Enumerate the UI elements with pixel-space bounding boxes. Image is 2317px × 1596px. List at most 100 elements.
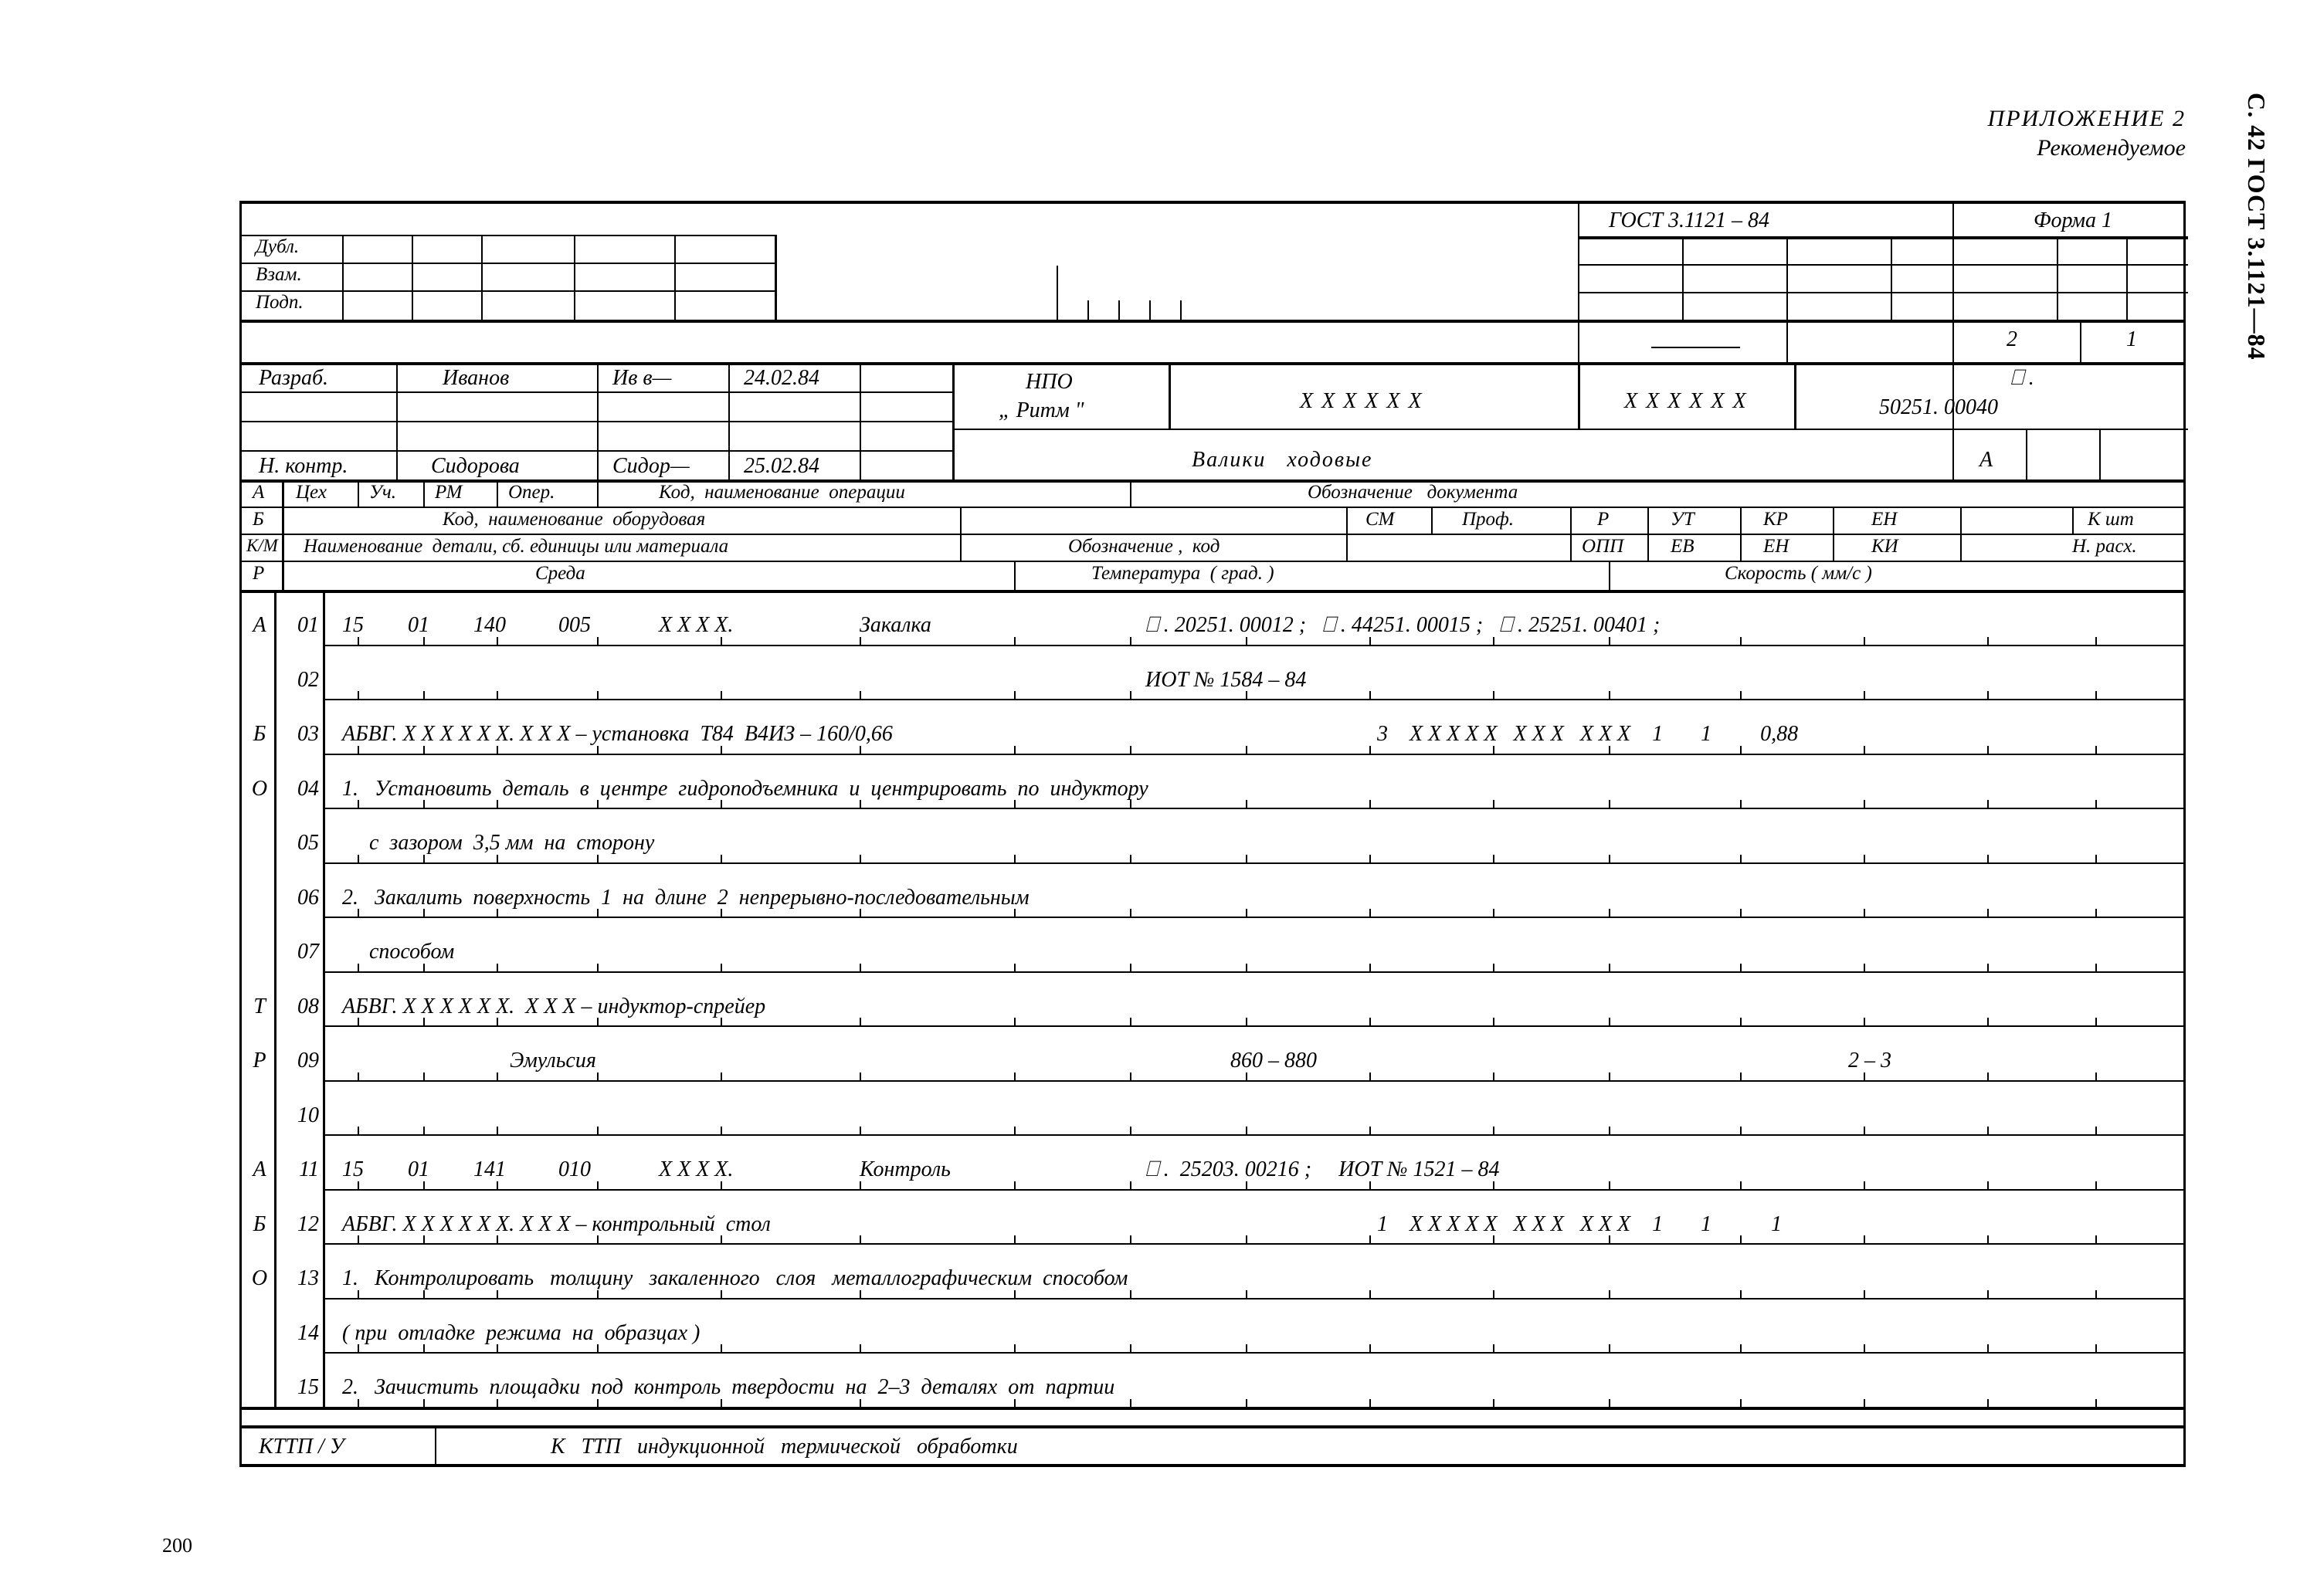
row-ticks	[242, 691, 2183, 699]
hdr-rm: РМ	[435, 482, 462, 503]
razrab-date: 24.02.84	[744, 366, 819, 391]
row-underline	[323, 1025, 2183, 1027]
nkontr-name: Сидорова	[431, 454, 520, 479]
row-text: 2. Зачистить площадки под контроль тверд…	[342, 1375, 1114, 1400]
sheet-total: 2	[2007, 327, 2017, 352]
vzam-label: Взам.	[256, 264, 302, 286]
row-right: ИОТ № 1584 – 84	[1145, 668, 1306, 693]
row-A: А	[253, 482, 264, 503]
row-letter: О	[248, 777, 271, 801]
row-text: АБВГ. X X X X X X. X X X – установка Т84…	[342, 722, 893, 747]
row-ticks	[242, 1235, 2183, 1243]
row-ticks	[242, 1127, 2183, 1134]
cell: Контроль	[860, 1157, 951, 1182]
row-letter: Б	[248, 1212, 271, 1237]
part-name: Валики ходовые	[1192, 448, 1372, 473]
row-ticks	[242, 855, 2183, 862]
hdr-opp: ОПП	[1582, 536, 1623, 557]
row-tail: 1 X X X X X X X X X X X 1 1 1	[1377, 1212, 1782, 1237]
row-R: Р	[253, 563, 264, 585]
row-number: 05	[276, 831, 319, 856]
page-number: 200	[162, 1534, 192, 1557]
row-letter: Р	[248, 1049, 271, 1073]
row-number: 03	[276, 722, 319, 747]
row-number: 02	[276, 668, 319, 693]
form-frame: ГОСТ 3.1121 – 84 Форма 1 Дубл. Взам. Под…	[239, 201, 2186, 1467]
row-underline	[323, 699, 2183, 700]
sheet-number: 1	[2126, 327, 2137, 352]
footer-left: КТТП / У	[259, 1435, 344, 1459]
lit: А	[1979, 448, 1993, 473]
row-number: 01	[276, 613, 319, 638]
cell: 01	[408, 613, 429, 638]
row-underline	[323, 1352, 2183, 1354]
row-KM: К/М	[246, 536, 278, 556]
row-letter: Б	[248, 722, 271, 747]
hdr-prof: Проф.	[1462, 509, 1514, 530]
row-text: способом	[342, 940, 454, 964]
row-ticks	[242, 1181, 2183, 1189]
row-tail: 3 X X X X X X X X X X X 1 1 0,88	[1377, 722, 1798, 747]
hdr-obdoc: Обозначение документа	[1308, 482, 1518, 503]
footer-text: К ТТП индукционной термической обработки	[551, 1435, 1018, 1459]
row-letter: А	[248, 1157, 271, 1182]
row-text: АБВГ. X X X X X X. X X X – контрольный с…	[342, 1212, 771, 1237]
cell: 141	[473, 1157, 506, 1182]
hdr-en2: ЕН	[1763, 536, 1789, 557]
page: С. 42 ГОСТ 3.1121—84 ПРИЛОЖЕНИЕ 2 Рекоме…	[0, 0, 2317, 1596]
form-number: Форма 1	[2034, 208, 2112, 233]
hdr-sreda: Среда	[535, 563, 585, 585]
cell: 15	[342, 613, 364, 638]
hdr-detname: Наименование детали, сб. единицы или мат…	[304, 536, 728, 557]
hdr-obname: Код, наименование оборудовая	[443, 509, 705, 530]
doc-no: 50251. 00040	[1879, 395, 1998, 420]
hdr-ev: ЕВ	[1671, 536, 1694, 557]
hdr-oper: Опер.	[508, 482, 555, 503]
row-B: Б	[253, 509, 264, 530]
code2: X X X X X X	[1624, 389, 1748, 414]
row-ticks	[242, 964, 2183, 971]
cell: X X X X.	[659, 613, 733, 638]
row-ticks	[242, 1290, 2183, 1298]
cell: 005	[558, 613, 591, 638]
hdr-nras: Н. расх.	[2072, 536, 2137, 557]
row-letter: Т	[248, 995, 271, 1019]
hdr-kr: КР	[1763, 509, 1788, 530]
row-number: 04	[276, 777, 319, 801]
gost-number: ГОСТ 3.1121 – 84	[1609, 208, 1769, 233]
hdr-ksh: К шт	[2088, 509, 2134, 530]
row-number: 15	[276, 1375, 319, 1400]
cell: Закалка	[860, 613, 931, 638]
code1: X X X X X X	[1300, 389, 1423, 414]
row-ticks	[242, 746, 2183, 754]
cell: X X X X.	[659, 1157, 733, 1182]
row-right: ⎕ . 20251. 00012 ; ⎕ . 44251. 00015 ; ⎕ …	[1145, 613, 1660, 638]
row-underline	[323, 1298, 2183, 1300]
row-right: ⎕ . 25203. 00216 ; ИОТ № 1521 – 84	[1145, 1157, 1500, 1182]
row-underline	[323, 754, 2183, 755]
row-ticks	[242, 1072, 2183, 1080]
row-ticks	[242, 1018, 2183, 1025]
row-number: 06	[276, 886, 319, 910]
row-number: 09	[276, 1049, 319, 1073]
nkontr-label: Н. контр.	[259, 454, 348, 479]
row-underline	[323, 971, 2183, 973]
razrab-name: Иванов	[443, 366, 509, 391]
hdr-ut: УТ	[1671, 509, 1694, 530]
hdr-temp: Температура ( град. )	[1091, 563, 1274, 585]
hdr-uch: Уч.	[369, 482, 396, 503]
row-underline	[323, 645, 2183, 646]
row-underline	[323, 1080, 2183, 1082]
dubl-label: Дубл.	[256, 236, 299, 258]
razrab-sig: Ив в—	[612, 366, 671, 391]
row-underline	[323, 808, 2183, 809]
row-ticks	[242, 909, 2183, 917]
row-ticks	[242, 1344, 2183, 1352]
nkontr-date: 25.02.84	[744, 454, 819, 479]
podp-label: Подп.	[256, 292, 304, 313]
cell: 01	[408, 1157, 429, 1182]
doc-no-top: ⎕ .	[2010, 366, 2034, 391]
row-underline	[323, 862, 2183, 864]
org-line1: НПО	[1026, 370, 1073, 395]
row-number: 14	[276, 1321, 319, 1346]
